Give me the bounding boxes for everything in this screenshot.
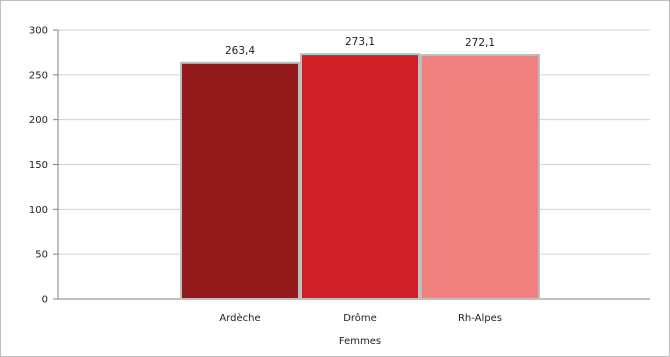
y-tick-label: 250 xyxy=(29,70,48,81)
y-tick-label: 300 xyxy=(29,26,48,37)
bar-3 xyxy=(420,54,540,300)
y-tick-label: 0 xyxy=(42,295,48,306)
bars xyxy=(180,53,540,301)
y-tick-label: 50 xyxy=(35,250,48,261)
data-label: 272,1 xyxy=(465,37,495,49)
bar-2 xyxy=(300,53,420,301)
x-category-label: Drôme xyxy=(343,312,377,324)
bar-1 xyxy=(180,61,300,301)
x-axis-title: Femmes xyxy=(339,336,381,347)
data-label: 263,4 xyxy=(225,45,255,57)
x-category-label: Ardèche xyxy=(219,312,260,324)
labels: 0 50 100 150 200 250 300 263,4 Ardèche 273,1 Drôme… xyxy=(29,26,502,325)
x-category-label: Rh-Alpes xyxy=(458,313,502,324)
y-tick-label: 100 xyxy=(29,205,48,216)
y-tick-label: 200 xyxy=(29,115,48,126)
data-label: 273,1 xyxy=(345,36,375,48)
y-tick-label: 150 xyxy=(29,160,48,171)
